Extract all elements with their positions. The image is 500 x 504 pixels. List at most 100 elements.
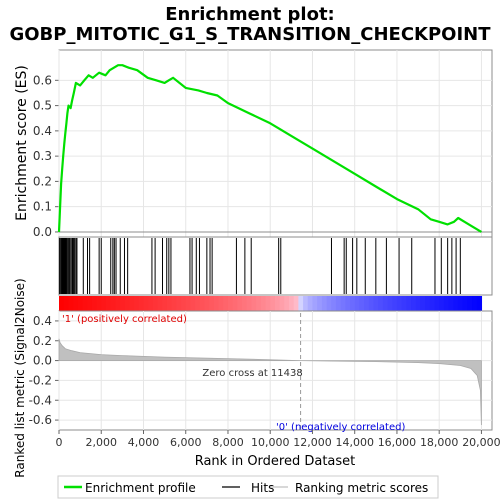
x-tick-label: 12,000 [293,436,332,449]
hits-frame [58,236,493,296]
metric-ytick-label: -0.4 [29,393,52,407]
rank-color-segment [350,296,356,311]
x-tick-label: 14,000 [335,436,374,449]
es-ytick-label: 0.3 [33,149,52,163]
rank-color-segment [185,296,192,311]
rank-color-segment [340,296,346,311]
rank-color-segment [279,296,285,311]
rank-color-segment [176,296,182,311]
es-ytick-label: 0.5 [33,99,52,113]
rank-color-segment [260,296,267,311]
rank-color-segment [152,296,159,311]
metric-axis-ylabel: Ranked list metric (Signal2Noise) [13,278,27,477]
legend-metric-label: Ranking metric scores [295,481,428,495]
rank-color-segment [472,296,478,311]
rank-color-segment [157,296,163,311]
x-tick-label: 16,000 [378,436,417,449]
rank-color-segment [293,296,299,311]
rank-color-segment [134,296,140,311]
rank-color-segment [307,296,314,311]
rank-color-segment [368,296,375,311]
rank-color-segment [242,296,248,311]
rank-color-segment [425,296,431,311]
rank-color-segment [317,296,323,311]
rank-color-segment [387,296,393,311]
rank-color-segment [59,296,65,311]
rank-color-segment [148,296,154,311]
x-axis-label: Rank in Ordered Dataset [195,454,356,469]
rank-color-segment [298,296,304,311]
rank-color-segment [434,296,440,311]
rank-color-segment [373,296,379,311]
rank-color-segment [401,296,407,311]
rank-color-segment [213,296,220,311]
chart-title-line2: GOBP_MITOTIC_G1_S_TRANSITION_CHECKPOINT [9,24,491,45]
rank-color-segment [96,296,102,311]
metric-frame [58,310,493,431]
rank-color-segment [227,296,234,311]
es-ytick-label: 0.0 [33,225,52,239]
x-tick-label: 6,000 [170,436,202,449]
rank-color-segment [120,296,126,311]
rank-color-segment [476,296,483,311]
legend-hits-label: Hits [251,481,274,495]
rank-color-segment [321,296,328,311]
x-tick-label: 10,000 [251,436,290,449]
rank-color-segment [199,296,206,311]
chart-title-line1: Enrichment plot: [165,4,335,25]
zero-cross-label: Zero cross at 11438 [202,368,302,379]
es-ytick-label: 0.4 [33,124,52,138]
rank-color-segment [467,296,473,311]
rank-color-segment [429,296,436,311]
rank-color-segment [453,296,459,311]
rank-color-segment [335,296,342,311]
rank-color-segment [129,296,135,311]
rank-color-segment [345,296,351,311]
es-plot-frame [58,49,493,238]
x-tick-label: 2,000 [85,436,117,449]
legend-box [57,475,439,499]
x-tick-label: 8,000 [212,436,244,449]
rank-color-segment [181,296,187,311]
rank-color-segment [411,296,417,311]
hits-panel [58,236,493,311]
rank-color-segment [439,296,445,311]
x-tick-label: 18,000 [420,436,459,449]
rank-color-segment [448,296,454,311]
rank-color-segment [331,296,337,311]
metric-panel: -0.6 -0.4 -0.2 0.0 0.2 0.4 '1' (positively cor… [29,310,500,449]
es-panel: 0.0 0.1 0.2 0.3 0.4 0.5 0.6 [33,49,493,239]
rank-color-segment [364,296,370,311]
rank-color-segment [420,296,426,311]
legend: Enrichment profile Hits Ranking metric s… [57,475,439,499]
negative-correlated-label: '0' (negatively correlated) [276,422,405,433]
rank-color-segment [265,296,271,311]
rank-color-segment [354,296,361,311]
rank-color-segment [171,296,177,311]
rank-color-segment [359,296,365,311]
rank-color-segment [312,296,318,311]
rank-color-segment [218,296,224,311]
rank-color-segment [237,296,243,311]
rank-color-segment [457,296,464,311]
rank-color-segment [105,296,112,311]
x-tick-label: 4,000 [128,436,160,449]
rank-color-segment [274,296,281,311]
rank-color-segment [462,296,468,311]
rank-color-segment [68,296,74,311]
rank-color-segment [209,296,215,311]
rank-color-segment [443,296,450,311]
legend-enrichment-label: Enrichment profile [85,481,196,495]
rank-color-segment [326,296,332,311]
x-tick-label: 20,000 [462,436,500,449]
rank-color-segment [406,296,412,311]
rank-color-segment [223,296,229,311]
rank-color-segment [143,296,149,311]
rank-color-segment [195,296,201,311]
x-tick-label: 0 [56,436,63,449]
es-ytick-label: 0.2 [33,174,52,188]
rank-color-segment [63,296,69,311]
rank-color-segment [303,296,309,311]
